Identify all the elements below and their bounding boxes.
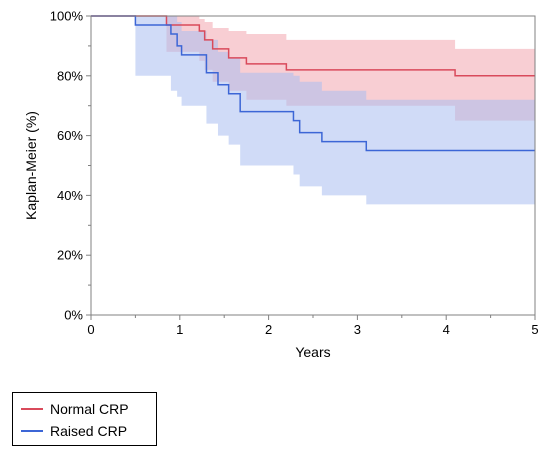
ci-band-raised-crp	[91, 16, 535, 205]
legend-item-raised-crp: Raised CRP	[21, 421, 127, 441]
y-axis-title: Kaplan-Meier (%)	[23, 111, 39, 220]
survival-curves	[91, 15, 535, 152]
survival-line-raised-crp	[91, 15, 535, 152]
x-tick-label: 3	[354, 322, 361, 337]
y-tick-label: 60%	[57, 128, 83, 143]
x-axis-title: Years	[295, 344, 330, 360]
x-ticks: 0 1 2 3 4 5	[87, 315, 539, 337]
legend-swatch-normal-crp	[21, 408, 43, 410]
y-tick-label: 100%	[50, 9, 84, 24]
y-tick-label: 80%	[57, 68, 83, 83]
y-tick-label: 40%	[57, 188, 83, 203]
legend: Normal CRP Raised CRP	[12, 392, 157, 446]
y-ticks: 0% 20% 40% 60% 80% 100%	[50, 9, 91, 323]
survival-line-normal-crp	[91, 15, 535, 77]
legend-label-normal-crp: Normal CRP	[50, 401, 129, 417]
x-tick-label: 1	[176, 322, 183, 337]
legend-item-normal-crp: Normal CRP	[21, 399, 129, 419]
x-tick-label: 0	[87, 322, 94, 337]
y-tick-label: 20%	[57, 248, 83, 263]
km-chart: 0 1 2 3 4 5 0% 20% 40% 60% 80% 100% Years Kaplan-M…	[23, 9, 539, 361]
confidence-bands	[91, 16, 535, 205]
x-tick-label: 2	[265, 322, 272, 337]
y-tick-label: 0%	[64, 308, 83, 323]
x-tick-label: 5	[531, 322, 538, 337]
legend-label-raised-crp: Raised CRP	[50, 423, 128, 439]
legend-swatch-raised-crp	[21, 430, 43, 432]
x-tick-label: 4	[443, 322, 450, 337]
